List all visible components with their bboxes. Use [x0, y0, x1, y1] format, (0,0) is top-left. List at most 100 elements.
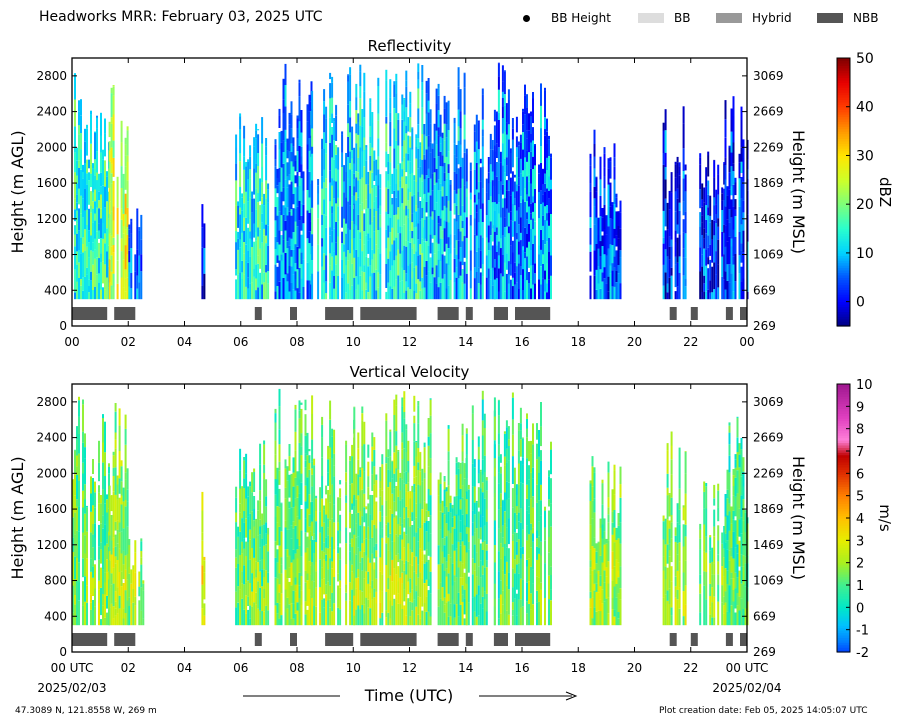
heatmap-cell	[395, 184, 398, 198]
heatmap-cell	[447, 105, 450, 130]
heatmap-cell	[425, 113, 428, 137]
heatmap-cell	[124, 291, 127, 300]
heatmap-cell	[417, 63, 420, 72]
heatmap-cell	[453, 248, 456, 259]
heatmap-cell	[280, 260, 283, 279]
heatmap-cell	[517, 430, 520, 451]
heatmap-cell	[409, 91, 412, 104]
heatmap-cell	[524, 84, 526, 96]
heatmap-cell	[519, 578, 522, 600]
colorbar-step	[837, 233, 850, 237]
heatmap-cell	[473, 532, 476, 545]
heatmap-cell	[235, 180, 238, 206]
heatmap-cell	[544, 191, 546, 207]
heatmap-cell	[548, 135, 550, 139]
heatmap-cell	[361, 109, 364, 127]
heatmap-cell	[251, 492, 254, 512]
heatmap-cell	[381, 591, 384, 613]
heatmap-cell	[251, 573, 254, 592]
heatmap-cell	[601, 504, 604, 525]
heatmap-cell	[203, 603, 206, 616]
heatmap-cell	[538, 430, 540, 457]
heatmap-cell	[261, 118, 264, 144]
heatmap-cell	[515, 593, 518, 616]
heatmap-cell	[666, 495, 669, 520]
heatmap-cell	[355, 133, 358, 144]
heatmap-cell	[599, 241, 602, 257]
heatmap-cell	[611, 551, 614, 570]
heatmap-cell	[429, 216, 432, 235]
heatmap-cell	[455, 462, 458, 475]
colorbar-step	[837, 593, 850, 597]
heatmap-cell	[405, 80, 408, 87]
heatmap-cell	[82, 164, 84, 172]
colorbar-step	[837, 581, 850, 585]
heatmap-cell	[674, 161, 677, 165]
heatmap-cell	[453, 282, 456, 300]
heatmap-cell	[497, 444, 500, 457]
heatmap-cell	[134, 552, 137, 573]
heatmap-cell	[732, 590, 735, 602]
heatmap-cell	[511, 568, 514, 588]
heatmap-cell	[540, 284, 542, 300]
heatmap-cell	[449, 616, 452, 626]
heatmap-cell	[705, 536, 708, 553]
heatmap-cell	[78, 396, 80, 401]
heatmap-cell	[528, 534, 530, 559]
heatmap-cell	[726, 186, 729, 196]
heatmap-cell	[473, 502, 476, 515]
heatmap-cell	[142, 618, 145, 626]
heatmap-cell	[104, 421, 106, 428]
heatmap-cell	[367, 476, 370, 487]
heatmap-cell	[427, 541, 430, 556]
heatmap-cell	[267, 189, 270, 203]
heatmap-cell	[90, 280, 92, 300]
heatmap-cell	[493, 545, 496, 563]
heatmap-cell	[550, 189, 552, 214]
heatmap-cell	[88, 242, 90, 258]
heatmap-cell	[106, 499, 108, 513]
heatmap-cell	[349, 74, 352, 102]
heatmap-cell	[730, 166, 733, 187]
heatmap-cell	[427, 489, 430, 511]
heatmap-cell	[385, 116, 388, 124]
heatmap-cell	[407, 188, 410, 201]
heatmap-cell	[300, 234, 303, 253]
heatmap-cell	[415, 283, 418, 294]
heatmap-cell	[668, 493, 671, 495]
heatmap-cell	[517, 573, 520, 600]
colorbar-step	[837, 571, 850, 575]
heatmap-cell	[78, 250, 80, 263]
heatmap-cell	[475, 502, 478, 529]
heatmap-cell	[391, 493, 394, 514]
heatmap-cell	[613, 256, 616, 268]
heatmap-cell	[357, 214, 360, 231]
heatmap-cell	[241, 197, 244, 211]
heatmap-cell	[499, 558, 502, 581]
heatmap-cell	[505, 122, 508, 135]
heatmap-cell	[385, 500, 388, 517]
heatmap-cell	[548, 510, 550, 538]
heatmap-cell	[467, 489, 470, 501]
heatmap-cell	[425, 510, 428, 521]
heatmap-cell	[668, 520, 671, 529]
heatmap-cell	[361, 210, 364, 230]
heatmap-cell	[445, 207, 448, 222]
heatmap-cell	[507, 572, 510, 590]
heatmap-cell	[377, 207, 380, 230]
heatmap-cell	[255, 604, 258, 626]
heatmap-cell	[298, 82, 301, 97]
heatmap-cell	[325, 153, 328, 179]
heatmap-cell	[84, 188, 86, 211]
heatmap-cell	[401, 169, 404, 177]
heatmap-cell	[728, 432, 731, 445]
heatmap-cell	[286, 466, 289, 481]
heatmap-cell	[546, 205, 548, 213]
heatmap-cell	[519, 439, 522, 457]
heatmap-cell	[134, 605, 137, 626]
heatmap-cell	[359, 239, 362, 267]
heatmap-cell	[723, 596, 726, 606]
heatmap-cell	[507, 426, 510, 440]
heatmap-cell	[265, 189, 268, 199]
